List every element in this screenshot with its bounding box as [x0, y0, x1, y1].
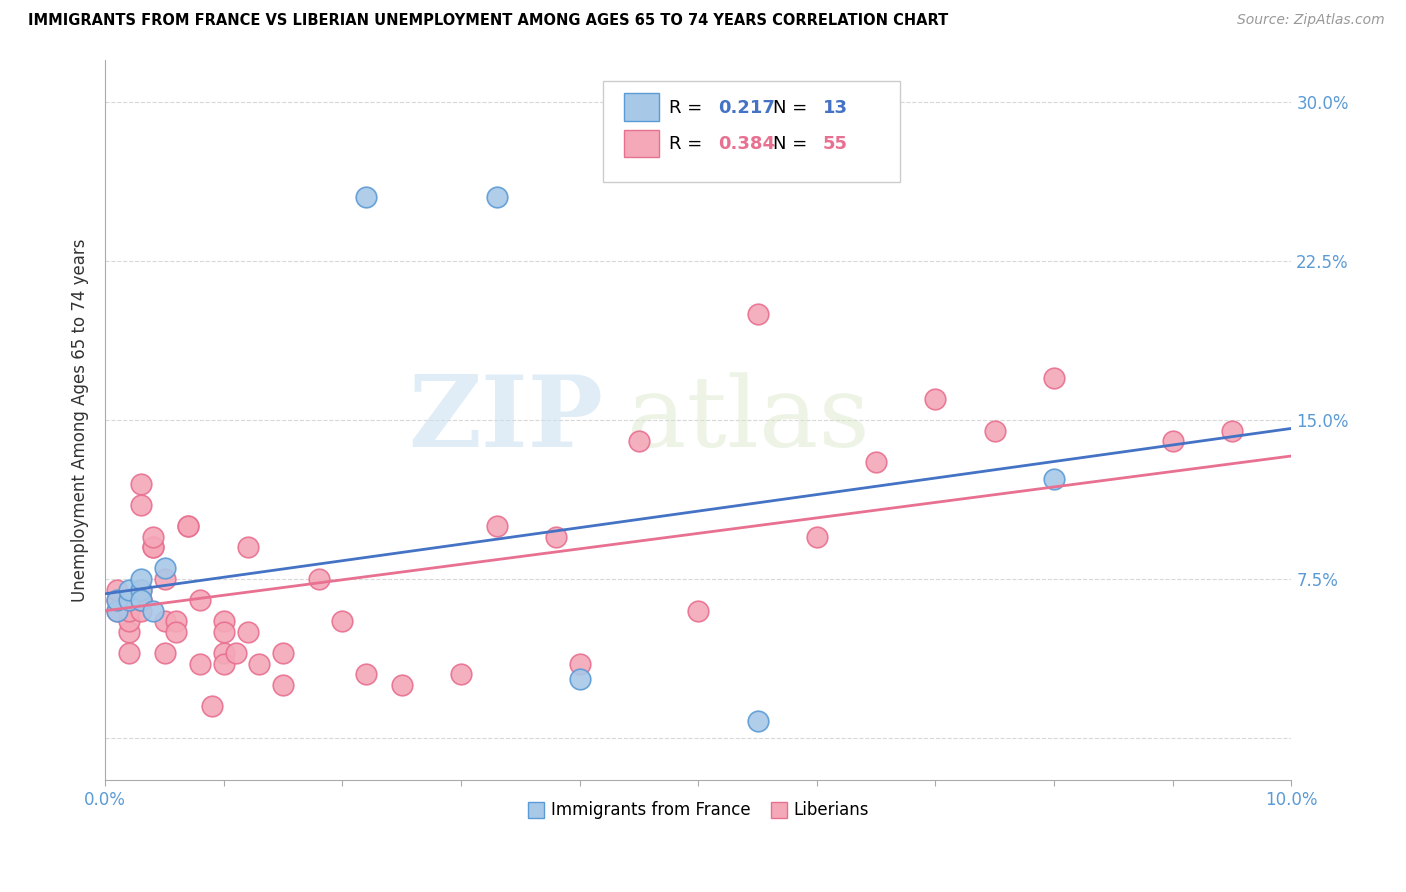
Point: [747, 307, 769, 321]
Point: [391, 678, 413, 692]
Point: [984, 424, 1007, 438]
Point: [129, 582, 152, 597]
Point: [249, 657, 271, 671]
Point: [129, 476, 152, 491]
Point: [118, 624, 141, 639]
Point: [212, 624, 235, 639]
Point: [450, 667, 472, 681]
Y-axis label: Unemployment Among Ages 65 to 74 years: Unemployment Among Ages 65 to 74 years: [72, 238, 89, 602]
Point: [165, 615, 187, 629]
Point: [142, 540, 165, 554]
Point: [142, 604, 165, 618]
Point: [806, 529, 828, 543]
Point: [105, 604, 128, 618]
Point: [177, 519, 200, 533]
Point: [1220, 424, 1243, 438]
Point: [1161, 434, 1184, 449]
Point: [118, 604, 141, 618]
Point: [212, 615, 235, 629]
Point: [118, 582, 141, 597]
Point: [688, 604, 710, 618]
Point: [118, 593, 141, 607]
Point: [129, 593, 152, 607]
Point: [1043, 472, 1066, 486]
Text: 55: 55: [823, 135, 848, 153]
Point: [924, 392, 946, 406]
Point: [212, 657, 235, 671]
Point: [129, 498, 152, 512]
Point: [105, 582, 128, 597]
Point: [129, 572, 152, 586]
FancyBboxPatch shape: [623, 129, 659, 157]
Point: [354, 190, 377, 204]
Text: ZIP: ZIP: [409, 371, 603, 468]
Legend: Immigrants from France, Liberians: Immigrants from France, Liberians: [520, 795, 876, 826]
Text: atlas: atlas: [627, 372, 870, 467]
Point: [236, 540, 259, 554]
Point: [271, 678, 294, 692]
Point: [308, 572, 330, 586]
Point: [165, 624, 187, 639]
Point: [118, 646, 141, 660]
Text: N =: N =: [773, 135, 813, 153]
Text: IMMIGRANTS FROM FRANCE VS LIBERIAN UNEMPLOYMENT AMONG AGES 65 TO 74 YEARS CORREL: IMMIGRANTS FROM FRANCE VS LIBERIAN UNEMP…: [28, 13, 949, 29]
Point: [142, 540, 165, 554]
Point: [1043, 370, 1066, 384]
Point: [747, 714, 769, 728]
Point: [105, 593, 128, 607]
Text: 0.384: 0.384: [718, 135, 776, 153]
Point: [118, 593, 141, 607]
Text: N =: N =: [773, 99, 813, 117]
Point: [485, 519, 508, 533]
Point: [142, 529, 165, 543]
Text: 0.217: 0.217: [718, 99, 775, 117]
Point: [201, 699, 224, 714]
Point: [153, 572, 176, 586]
FancyBboxPatch shape: [623, 94, 659, 120]
FancyBboxPatch shape: [603, 81, 900, 182]
Point: [129, 593, 152, 607]
Text: R =: R =: [669, 135, 707, 153]
Point: [354, 667, 377, 681]
Point: [177, 519, 200, 533]
Point: [627, 434, 650, 449]
Point: [332, 615, 354, 629]
Point: [188, 657, 211, 671]
Point: [188, 593, 211, 607]
Point: [865, 455, 887, 469]
Point: [544, 529, 567, 543]
Point: [129, 604, 152, 618]
Point: [225, 646, 247, 660]
Point: [153, 646, 176, 660]
Point: [236, 624, 259, 639]
Point: [485, 190, 508, 204]
Point: [153, 561, 176, 575]
Point: [153, 615, 176, 629]
Point: [105, 593, 128, 607]
Text: R =: R =: [669, 99, 707, 117]
Text: Source: ZipAtlas.com: Source: ZipAtlas.com: [1237, 13, 1385, 28]
Point: [105, 604, 128, 618]
Point: [118, 615, 141, 629]
Point: [129, 582, 152, 597]
Point: [212, 646, 235, 660]
Point: [568, 672, 591, 686]
Point: [271, 646, 294, 660]
Text: 13: 13: [823, 99, 848, 117]
Point: [568, 657, 591, 671]
Point: [129, 593, 152, 607]
